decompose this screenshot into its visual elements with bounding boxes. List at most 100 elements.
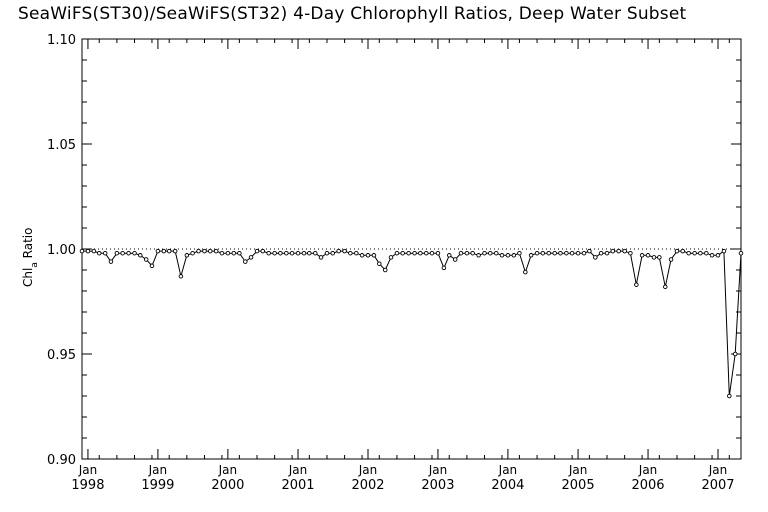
data-point bbox=[470, 250, 475, 256]
data-point bbox=[458, 250, 464, 256]
data-point bbox=[108, 259, 114, 264]
data-point bbox=[634, 282, 639, 287]
data-point bbox=[85, 248, 91, 254]
data-point bbox=[219, 250, 225, 256]
data-point bbox=[598, 250, 604, 256]
data-point bbox=[540, 250, 546, 256]
data-point bbox=[604, 250, 610, 256]
x-tick-label-month: Jan bbox=[708, 463, 728, 477]
x-tick-label-year: 2003 bbox=[421, 478, 454, 493]
data-point bbox=[120, 250, 125, 256]
data-point bbox=[639, 253, 645, 258]
y-tick-label: 1.05 bbox=[47, 138, 76, 153]
data-point bbox=[301, 250, 307, 256]
data-point bbox=[254, 248, 260, 254]
data-point bbox=[429, 250, 435, 256]
data-point bbox=[488, 250, 493, 256]
x-tick-label-month: Jan bbox=[148, 463, 168, 477]
data-point bbox=[587, 248, 592, 254]
data-point bbox=[166, 248, 172, 254]
data-point bbox=[295, 250, 301, 256]
data-point bbox=[668, 257, 674, 262]
data-point bbox=[441, 265, 447, 271]
data-point bbox=[435, 250, 441, 256]
data-point bbox=[149, 263, 155, 269]
data-point bbox=[709, 253, 715, 258]
x-tick-label-month: Jan bbox=[498, 463, 518, 477]
data-point bbox=[143, 257, 149, 262]
x-tick-label-year: 1999 bbox=[141, 478, 174, 493]
data-point bbox=[651, 255, 657, 260]
data-point bbox=[523, 269, 528, 275]
data-point bbox=[97, 250, 102, 256]
data-point bbox=[196, 248, 201, 254]
data-point bbox=[505, 253, 511, 258]
data-point bbox=[564, 250, 569, 256]
data-point bbox=[447, 253, 452, 258]
y-tick-label: 0.90 bbox=[47, 453, 76, 468]
data-point bbox=[738, 250, 744, 256]
data-point bbox=[645, 253, 651, 258]
data-point bbox=[359, 253, 365, 258]
data-point bbox=[499, 253, 505, 258]
y-tick-label: 0.95 bbox=[47, 348, 76, 363]
data-point bbox=[575, 250, 581, 256]
data-point bbox=[382, 267, 388, 273]
data-point bbox=[418, 250, 423, 256]
data-point bbox=[558, 250, 563, 256]
data-point bbox=[213, 248, 219, 254]
data-point bbox=[406, 250, 411, 256]
data-point bbox=[371, 253, 377, 258]
data-point bbox=[278, 250, 283, 256]
data-point bbox=[284, 250, 289, 256]
chart-title: SeaWiFS(ST30)/SeaWiFS(ST32) 4-Day Chloro… bbox=[18, 4, 687, 24]
data-point bbox=[266, 250, 271, 256]
data-point bbox=[517, 250, 522, 256]
data-point bbox=[476, 253, 481, 258]
data-point bbox=[132, 250, 137, 256]
data-point bbox=[388, 255, 394, 260]
x-tick-label-month: Jan bbox=[638, 463, 658, 477]
data-point bbox=[190, 250, 195, 256]
data-point bbox=[704, 250, 709, 256]
data-point bbox=[377, 261, 382, 266]
data-point bbox=[546, 250, 551, 256]
data-point bbox=[365, 253, 371, 258]
data-point bbox=[172, 248, 178, 254]
data-point bbox=[552, 250, 557, 256]
x-tick-label-month: Jan bbox=[288, 463, 308, 477]
data-point bbox=[616, 248, 621, 254]
data-point bbox=[715, 253, 721, 258]
data-point bbox=[126, 250, 131, 256]
data-point bbox=[721, 248, 727, 254]
data-point bbox=[91, 248, 97, 254]
data-point bbox=[318, 255, 324, 260]
data-point bbox=[400, 250, 405, 256]
x-tick-label-month: Jan bbox=[78, 463, 98, 477]
data-point bbox=[394, 250, 400, 256]
data-point bbox=[452, 257, 458, 262]
data-point bbox=[663, 284, 668, 290]
data-point bbox=[248, 255, 254, 260]
data-point bbox=[698, 250, 703, 256]
data-point bbox=[692, 250, 697, 256]
data-point bbox=[424, 250, 429, 256]
data-point bbox=[610, 248, 616, 254]
data-point bbox=[482, 250, 487, 256]
data-point bbox=[464, 250, 470, 256]
data-point bbox=[178, 274, 184, 279]
data-point bbox=[342, 248, 347, 254]
data-point bbox=[138, 253, 143, 258]
data-point bbox=[511, 253, 517, 258]
data-point bbox=[622, 248, 627, 254]
data-point bbox=[534, 250, 540, 256]
data-point bbox=[155, 248, 161, 254]
data-point bbox=[313, 250, 318, 256]
data-point bbox=[184, 253, 190, 258]
data-point bbox=[686, 250, 691, 256]
data-point bbox=[412, 250, 417, 256]
data-point bbox=[243, 259, 248, 264]
data-point bbox=[161, 248, 167, 254]
y-axis-label: Chla Ratio bbox=[21, 228, 40, 287]
